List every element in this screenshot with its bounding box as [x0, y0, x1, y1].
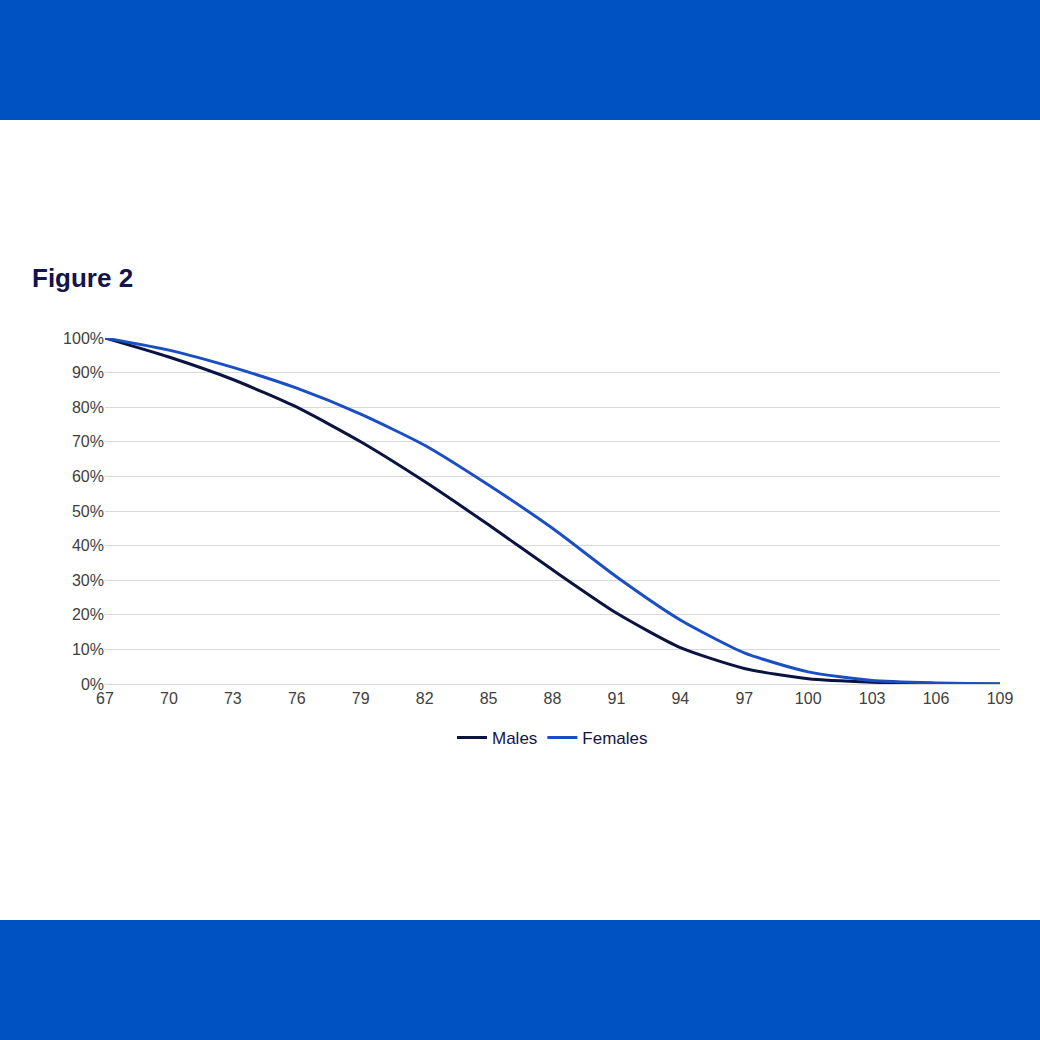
svg-text:91: 91: [608, 690, 626, 707]
svg-text:Males: Males: [492, 729, 537, 748]
svg-text:97: 97: [735, 690, 753, 707]
svg-text:73: 73: [224, 690, 242, 707]
svg-text:82: 82: [416, 690, 434, 707]
svg-text:50%: 50%: [72, 503, 104, 520]
svg-text:100%: 100%: [63, 330, 104, 347]
svg-text:40%: 40%: [72, 537, 104, 554]
svg-text:0%: 0%: [81, 676, 104, 693]
svg-text:Females: Females: [582, 729, 647, 748]
svg-text:67: 67: [96, 690, 114, 707]
svg-text:10%: 10%: [72, 641, 104, 658]
svg-text:90%: 90%: [72, 364, 104, 381]
svg-text:106: 106: [923, 690, 950, 707]
svg-text:79: 79: [352, 690, 370, 707]
svg-text:60%: 60%: [72, 468, 104, 485]
svg-text:103: 103: [859, 690, 886, 707]
svg-text:109: 109: [987, 690, 1014, 707]
svg-text:94: 94: [671, 690, 689, 707]
svg-text:Figure 2: Figure 2: [32, 263, 133, 293]
svg-text:20%: 20%: [72, 606, 104, 623]
svg-text:70: 70: [160, 690, 178, 707]
svg-text:88: 88: [544, 690, 562, 707]
svg-text:70%: 70%: [72, 433, 104, 450]
svg-text:80%: 80%: [72, 399, 104, 416]
svg-text:85: 85: [480, 690, 498, 707]
svg-text:76: 76: [288, 690, 306, 707]
svg-text:100: 100: [795, 690, 822, 707]
svg-text:30%: 30%: [72, 572, 104, 589]
